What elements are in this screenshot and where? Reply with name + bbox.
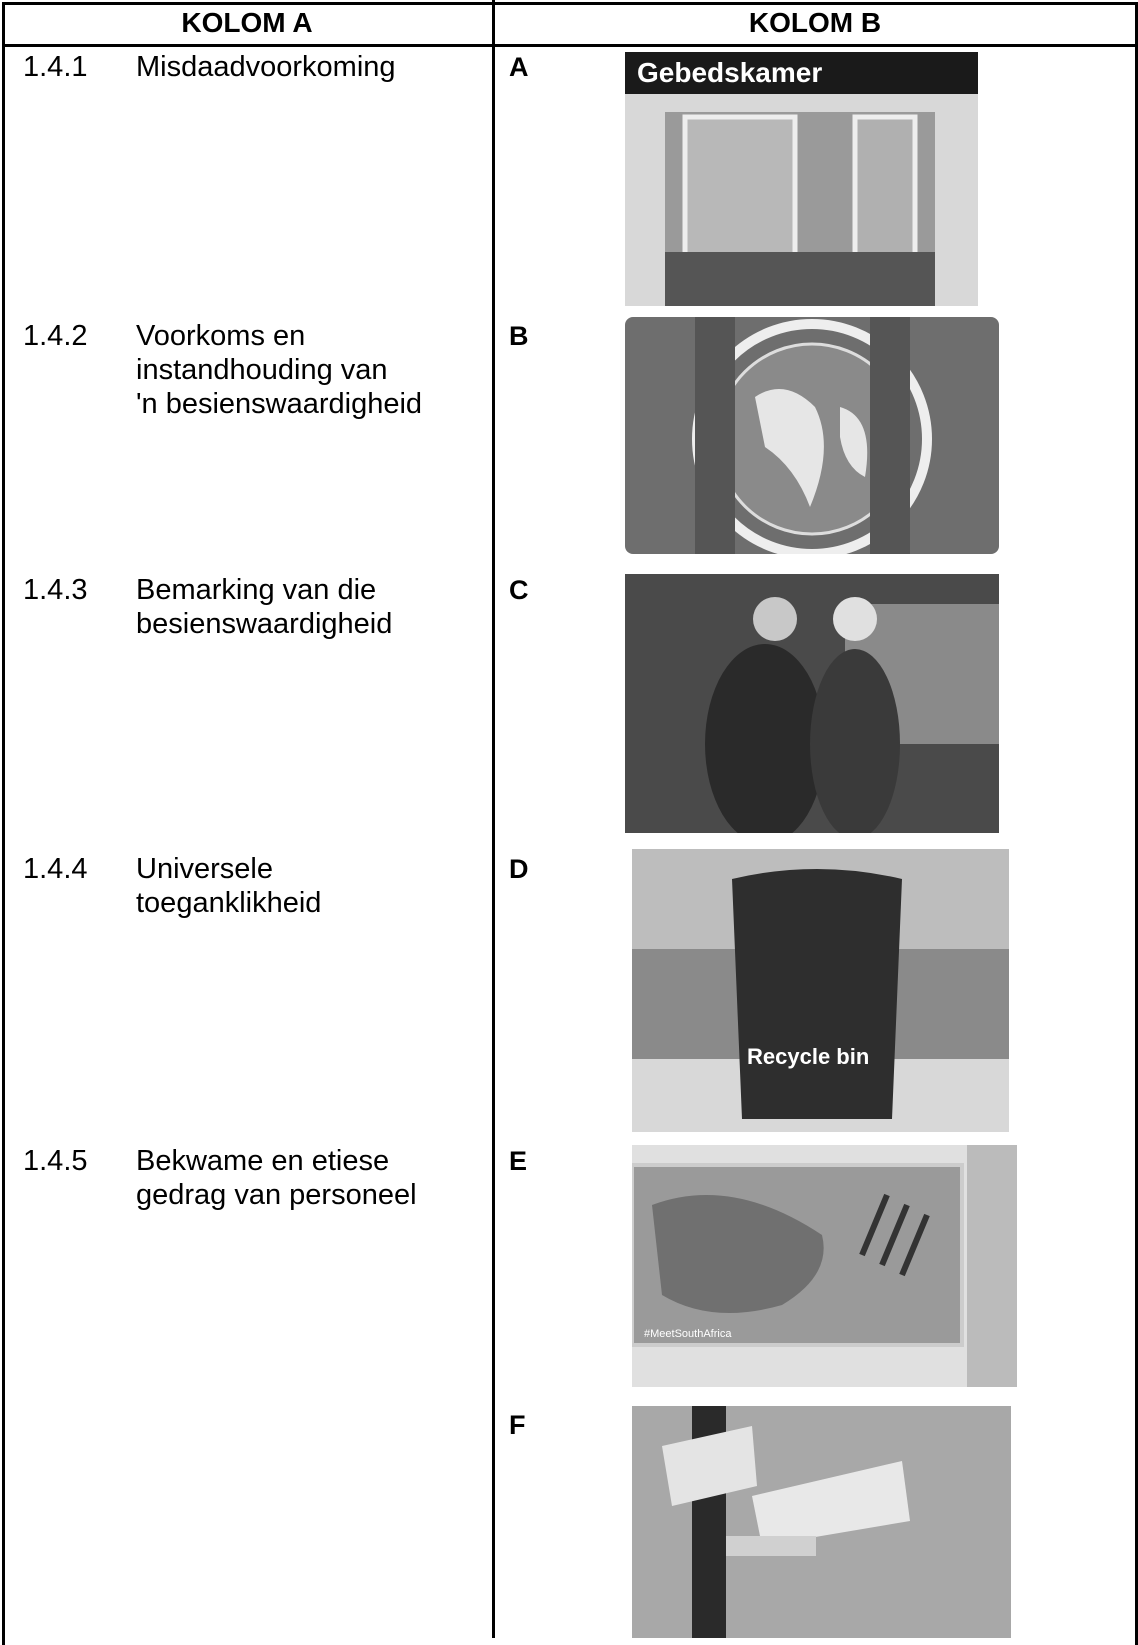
item-number: 1.4.4 — [23, 853, 88, 885]
option-letter: E — [509, 1146, 528, 1176]
option-letter: D — [509, 854, 529, 884]
item-text: Universele toeganklikheid — [136, 852, 321, 920]
item-number: 1.4.3 — [23, 574, 88, 606]
image-text: Gebedskamer — [637, 57, 822, 88]
option-image — [625, 317, 999, 554]
item-line: toeganklikheid — [136, 887, 322, 919]
bin — [732, 869, 902, 1119]
face — [753, 597, 797, 641]
face — [833, 597, 877, 641]
option-image: #MeetSouthAfrica — [632, 1145, 1017, 1387]
item-line: Misdaadvoorkoming — [136, 51, 396, 83]
person — [705, 644, 825, 833]
strap — [870, 317, 910, 554]
item-line: Bekwame en etiese — [136, 1145, 390, 1177]
item-number: 1.4.2 — [23, 320, 88, 352]
column-b-header: KOLOM B — [748, 7, 882, 38]
sign — [625, 52, 978, 94]
item-text: Voorkoms en instandhouding van'n besiensw… — [136, 319, 422, 421]
item-text: Misdaadvoorkoming — [136, 50, 396, 84]
header-rule — [2, 44, 1138, 47]
arm — [726, 1536, 816, 1556]
camera — [752, 1461, 910, 1546]
option-image: Gebedskamer — [625, 52, 978, 306]
image-text: Recycle bin — [747, 1044, 869, 1069]
item-line: gedrag van personeel — [136, 1179, 417, 1211]
camera — [662, 1426, 757, 1506]
person — [810, 649, 900, 833]
item-line: 'n besienswaardigheid — [136, 388, 423, 420]
option-letter: A — [509, 52, 529, 82]
item-line: instandhouding van — [136, 354, 388, 386]
floor — [665, 252, 935, 306]
claw — [859, 1193, 930, 1277]
option-image — [625, 574, 999, 833]
image-text: #MeetSouthAfrica — [644, 1328, 732, 1340]
option-letter: C — [509, 575, 529, 605]
continents — [755, 389, 868, 507]
item-line: besienswaardigheid — [136, 608, 393, 640]
option-image — [632, 1406, 1011, 1638]
item-line: Voorkoms en — [136, 320, 306, 352]
item-number: 1.4.1 — [23, 51, 88, 83]
item-text: Bekwame en etiese gedrag van personeel — [136, 1144, 417, 1212]
item-number: 1.4.5 — [23, 1145, 88, 1177]
building — [967, 1145, 1017, 1387]
option-image: Recycle bin — [632, 849, 1009, 1132]
option-letter: F — [509, 1410, 526, 1440]
strap — [695, 317, 735, 554]
lion — [652, 1195, 824, 1313]
option-letter: B — [509, 321, 529, 351]
column-a-header: KOLOM A — [181, 7, 313, 38]
item-text: Bemarking van die besienswaardigheid — [136, 573, 392, 641]
item-line: Bemarking van die — [136, 574, 377, 606]
column-divider — [492, 0, 495, 1638]
item-line: Universele — [136, 853, 273, 885]
